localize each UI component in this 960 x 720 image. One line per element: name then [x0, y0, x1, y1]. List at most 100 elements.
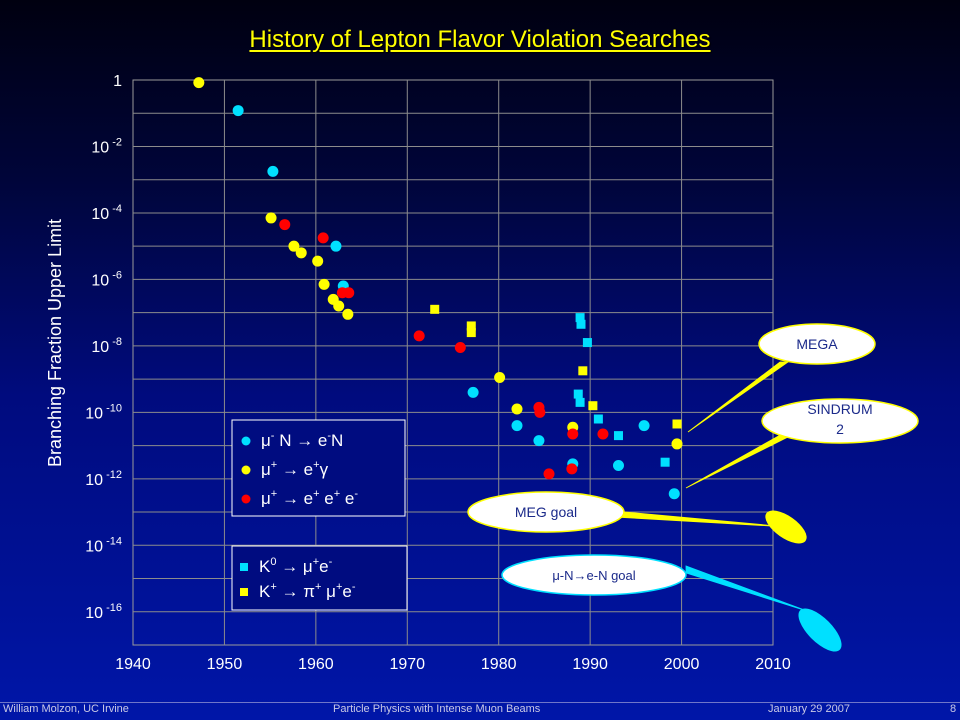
meg-goal-callout: MEG goal — [467, 491, 625, 533]
y-tick-label: 10 -14 — [85, 535, 122, 555]
data-point — [567, 428, 579, 440]
x-tick-labels: 1940 1950 1960 1970 1980 1990 2000 2010 — [115, 656, 791, 673]
legend-marker — [241, 436, 251, 446]
footer-author: William Molzon, UC Irvine — [3, 703, 129, 715]
sindrum-label: SINDRUM — [807, 401, 872, 417]
data-point — [566, 463, 578, 475]
data-point-square — [613, 431, 623, 441]
sindrum-label-2: 2 — [836, 421, 844, 437]
mun-goal-marker — [798, 608, 842, 652]
data-point-square — [573, 389, 583, 399]
mega-pointer — [687, 361, 790, 433]
data-point — [232, 105, 244, 117]
data-markers — [193, 77, 683, 500]
data-point — [534, 406, 546, 418]
legend-marker — [241, 465, 251, 475]
data-point-square — [672, 419, 682, 429]
data-point — [267, 165, 279, 177]
meg-goal-marker — [765, 510, 807, 544]
data-point — [597, 428, 609, 440]
footer-date: January 29 2007 — [768, 703, 850, 715]
data-point — [612, 460, 624, 472]
sindrum-callout: SINDRUM 2 — [761, 398, 919, 444]
callout-lines — [613, 361, 811, 613]
y-tick-exponent: -6 — [109, 269, 122, 281]
data-point — [454, 342, 466, 354]
mega-label: MEGA — [796, 336, 838, 352]
data-point — [467, 386, 479, 398]
y-tick-base: 10 — [91, 206, 109, 223]
y-tick-label: 10 -6 — [91, 269, 122, 289]
data-point — [317, 232, 329, 244]
data-point-square — [588, 401, 598, 411]
y-tick-exponent: -12 — [103, 469, 122, 481]
x-tick-label: 1970 — [389, 656, 425, 673]
y-tick-label: 10 -12 — [85, 469, 122, 489]
legend-entry-label: μ+ → e+γ — [261, 459, 329, 479]
x-tick-label: 2000 — [664, 656, 700, 673]
y-tick-label: 10 -16 — [85, 602, 122, 622]
x-tick-label: 2010 — [755, 656, 791, 673]
y-tick-base: 10 — [91, 272, 109, 289]
data-point — [533, 435, 545, 447]
data-point-square — [576, 319, 586, 329]
mega-callout: MEGA — [758, 323, 876, 365]
data-point — [318, 278, 330, 290]
data-point-square — [660, 457, 670, 467]
legend-entry-label: μ- N → e-N — [261, 430, 343, 450]
y-tick-exponent: -16 — [103, 602, 122, 614]
data-point — [295, 247, 307, 259]
sindrum-pointer — [685, 433, 792, 489]
data-point — [193, 77, 205, 89]
y-tick-label: 1 — [113, 73, 122, 90]
data-point — [343, 287, 355, 299]
y-tick-exponent: -10 — [103, 402, 122, 414]
data-point — [279, 219, 291, 231]
data-point — [342, 308, 354, 320]
y-tick-base: 10 — [91, 339, 109, 356]
y-tick-exponent: -8 — [109, 336, 122, 348]
legend-marker — [240, 563, 248, 571]
footer-page-number: 8 — [950, 703, 957, 715]
legend-kaon: K0 → μ+e- K+ → π+ μ+e- — [231, 545, 408, 611]
mun-goal-label: μ-N→e-N goal — [552, 568, 635, 583]
x-tick-label: 1990 — [572, 656, 608, 673]
y-tick-exponent: -14 — [103, 535, 122, 547]
mun-goal-callout: μ-N→e-N goal — [501, 554, 687, 596]
legend-marker — [240, 588, 248, 596]
data-point-square — [593, 414, 603, 424]
data-point — [312, 255, 324, 267]
y-tick-exponent: -4 — [109, 203, 122, 215]
grid-lines — [133, 80, 773, 645]
x-tick-label: 1980 — [481, 656, 517, 673]
plot-frame — [132, 79, 774, 646]
legend-entry-label: μ+ → e+ e+ e- — [261, 488, 358, 508]
x-tick-label: 1940 — [115, 656, 151, 673]
slide-title: History of Lepton Flavor Violation Searc… — [249, 26, 711, 53]
data-point — [543, 468, 555, 480]
data-point-square — [582, 338, 592, 348]
y-tick-base: 10 — [85, 538, 103, 555]
data-point-square — [575, 397, 585, 407]
y-tick-label: 10 -2 — [91, 136, 122, 156]
data-point-square — [466, 321, 476, 331]
legend-marker — [241, 494, 251, 504]
meg-goal-pointer — [613, 510, 789, 528]
data-point — [265, 212, 277, 224]
meg-goal-label: MEG goal — [515, 504, 577, 520]
mun-goal-pointer — [685, 565, 811, 613]
y-tick-base: 10 — [85, 605, 103, 622]
data-point — [638, 420, 650, 432]
y-tick-label: 10 -10 — [85, 402, 122, 422]
y-tick-base: 10 — [85, 405, 103, 422]
data-point — [413, 330, 425, 342]
data-point — [333, 300, 345, 312]
data-point — [330, 240, 342, 252]
data-point — [511, 420, 523, 432]
y-tick-base: 10 — [85, 472, 103, 489]
legend-entry-label: K+ → π+ μ+e- — [259, 581, 356, 601]
data-point-square — [575, 313, 585, 323]
y-tick-exponent: -2 — [109, 136, 122, 148]
